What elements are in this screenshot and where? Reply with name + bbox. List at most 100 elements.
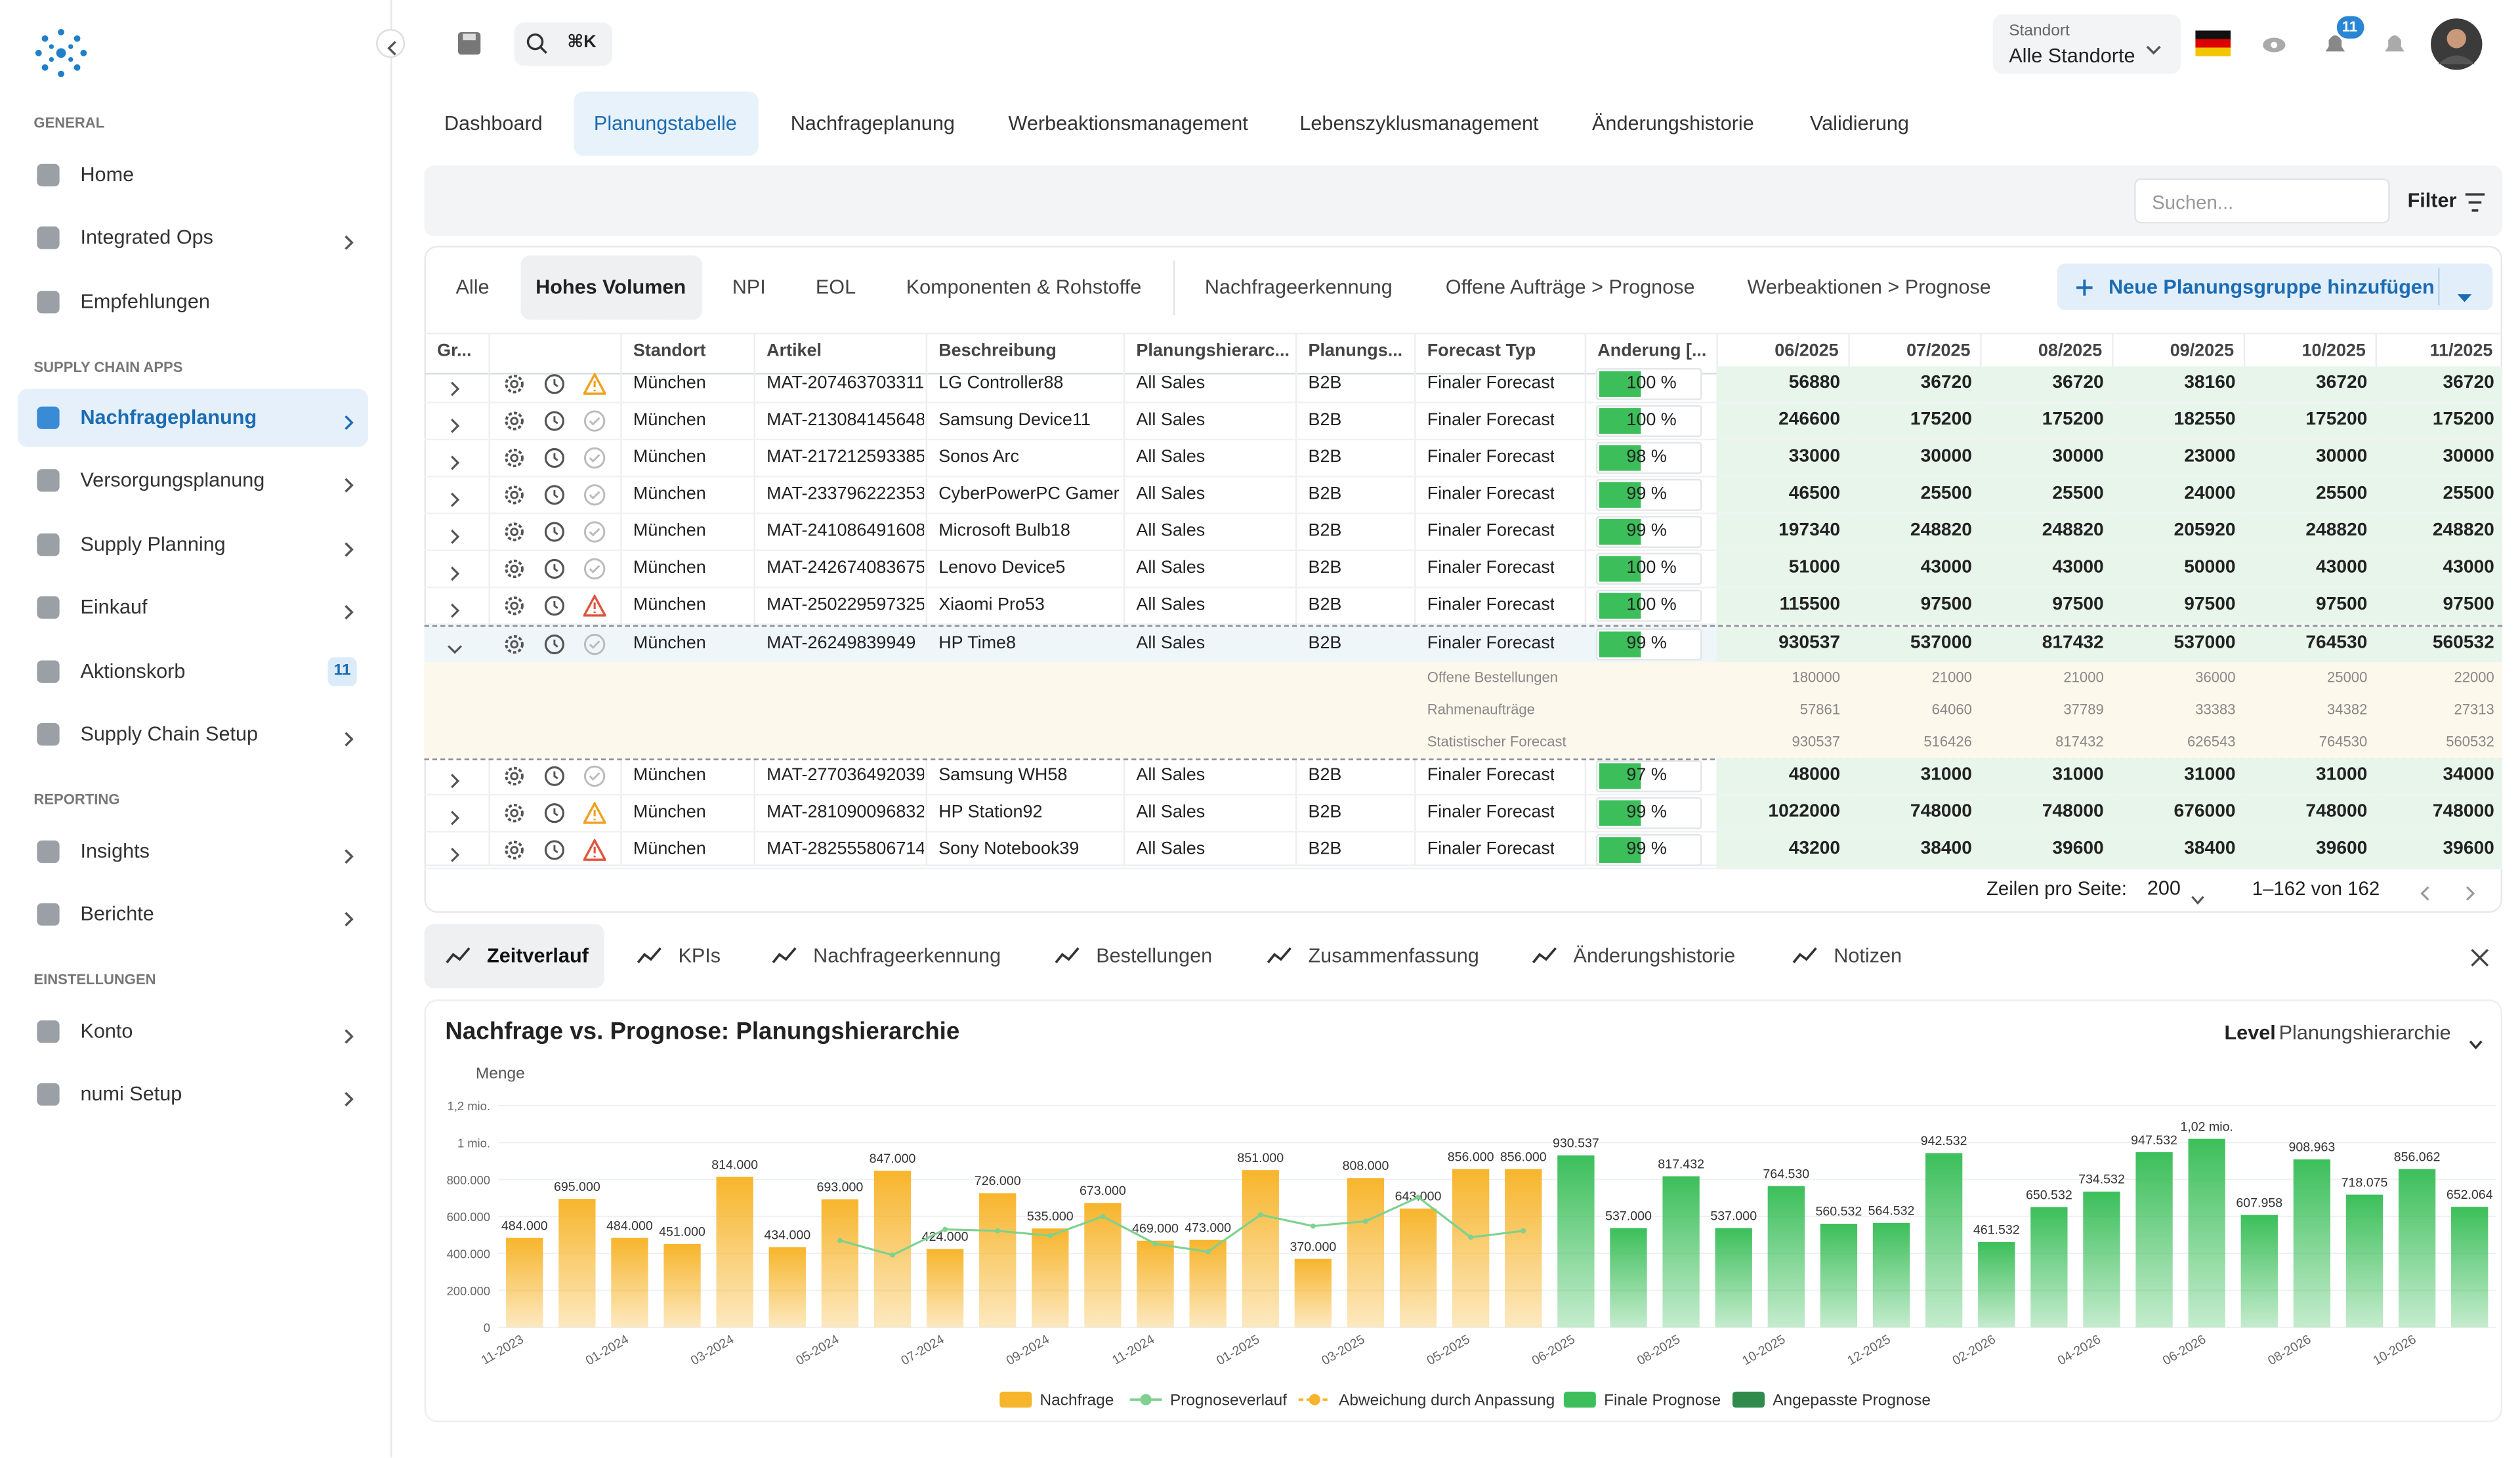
nav-item[interactable]: Supply Chain Setup	[80, 722, 259, 745]
detail-value: 64060	[1931, 701, 1972, 718]
nav-item[interactable]: Supply Planning	[80, 532, 226, 556]
collapse-button[interactable]	[376, 29, 406, 58]
table-header-line	[424, 373, 2503, 375]
level-value[interactable]: Planungshierarchie	[2278, 1021, 2451, 1045]
group-tab[interactable]: Nachfrageerkennung	[1204, 276, 1393, 299]
forecast-value: 39600	[2052, 839, 2104, 859]
expand-toggle	[447, 842, 463, 862]
table-cell: All Sales	[1136, 523, 1206, 541]
nav-tab[interactable]: Lebenszyklusmanagement	[1299, 112, 1539, 135]
table-cell: MAT-242674083675	[766, 560, 925, 578]
group-tab[interactable]: Komponenten & Rohstoffe	[906, 276, 1142, 299]
add-group-button[interactable]	[2057, 263, 2493, 310]
group-tab[interactable]: Alle	[455, 276, 490, 299]
expand-toggle	[447, 376, 463, 396]
change-value: 99 %	[1626, 484, 1667, 504]
forecast-value: 30000	[2052, 447, 2104, 467]
row-line	[424, 475, 2503, 478]
detail-value: 930537	[1792, 733, 1841, 750]
detail-border	[424, 758, 2503, 760]
button-caret	[2457, 283, 2472, 302]
table-cell: MAT-213084145648	[766, 412, 925, 430]
forecast-value: 537000	[1910, 633, 1972, 653]
forecast-value: 676000	[2174, 802, 2236, 822]
table-cell: All Sales	[1136, 560, 1206, 578]
group-tab[interactable]: Offene Aufträge > Prognose	[1445, 276, 1695, 299]
detail-tab[interactable]: Änderungshistorie	[1573, 944, 1736, 967]
table-cell: HP Station92	[938, 804, 1043, 822]
notification-count: 11	[2342, 18, 2358, 35]
forecast-value: 30000	[1920, 447, 1972, 467]
nav-item[interactable]: Aktionskorb	[80, 659, 186, 682]
sidebar-border	[390, 0, 392, 1458]
change-value: 98 %	[1626, 448, 1667, 467]
group-tab[interactable]: EOL	[815, 276, 856, 299]
nav-tab[interactable]: Planungstabelle	[593, 112, 737, 135]
detail-tab[interactable]: Zeitverlauf	[487, 944, 589, 967]
group-tab[interactable]: Hohes Volumen	[536, 276, 686, 299]
detail-tab[interactable]: Notizen	[1834, 944, 1902, 967]
nav-item[interactable]: Integrated Ops	[80, 226, 213, 249]
expand-toggle	[447, 561, 463, 581]
nav-icon	[35, 902, 61, 928]
change-value: 100 %	[1626, 373, 1677, 393]
nav-item[interactable]: Berichte	[80, 903, 154, 926]
location-value: Alle Standorte	[2009, 44, 2135, 68]
forecast-value: 25500	[2443, 484, 2494, 504]
detail-tab-icon	[445, 945, 471, 967]
nav-item[interactable]: numi Setup	[80, 1083, 182, 1106]
nav-item[interactable]: Konto	[80, 1020, 133, 1043]
nav-item[interactable]: Nachfrageplanung	[80, 406, 257, 429]
nav-item[interactable]: Home	[80, 163, 135, 186]
row-line	[424, 438, 2503, 441]
nav-item[interactable]: Insights	[80, 840, 150, 863]
table-cell: Finaler Forecast	[1427, 596, 1555, 615]
table-cell: MAT-217212593385	[766, 449, 925, 467]
group-separator	[1173, 260, 1175, 316]
nav-item[interactable]: Versorgungsplanung	[80, 469, 265, 492]
forecast-value: 537000	[2174, 633, 2236, 653]
forecast-value: 48000	[1788, 765, 1841, 785]
rows-per-page[interactable]: 200	[2147, 877, 2181, 900]
detail-tab[interactable]: Nachfrageerkennung	[813, 944, 1001, 967]
detail-tab[interactable]: Bestellungen	[1096, 944, 1213, 967]
nav-item[interactable]: Einkauf	[80, 596, 148, 619]
filter-button[interactable]: Filter	[2407, 189, 2457, 212]
close-icon	[2470, 946, 2489, 967]
status-icon	[583, 409, 606, 432]
forecast-value: 115500	[1779, 594, 1841, 615]
group-tab[interactable]: Werbeaktionen > Prognose	[1747, 276, 1991, 299]
nav-tab[interactable]: Werbeaktionsmanagement	[1008, 112, 1248, 135]
forecast-value: 748000	[2042, 802, 2104, 822]
forecast-value: 764530	[2305, 633, 2368, 653]
search-input[interactable]	[2134, 178, 2390, 224]
detail-tab[interactable]: KPIs	[678, 944, 721, 967]
location-select[interactable]	[1992, 14, 2181, 74]
history-icon	[543, 594, 566, 617]
table-cell: All Sales	[1136, 767, 1206, 785]
table-cell: B2B	[1308, 767, 1342, 785]
status-icon	[583, 558, 606, 580]
nav-tab[interactable]: Validierung	[1810, 112, 1909, 135]
search-button[interactable]	[514, 22, 613, 66]
forecast-value: 39600	[2443, 839, 2494, 859]
detail-value: 764530	[2319, 733, 2368, 750]
change-value: 99 %	[1626, 521, 1667, 541]
detail-value: 180000	[1792, 669, 1841, 686]
nav-tab[interactable]: Nachfrageplanung	[790, 112, 955, 135]
chevron-icon	[343, 473, 356, 493]
forecast-value: 30000	[2316, 447, 2368, 467]
table-cell: Finaler Forecast	[1427, 841, 1555, 859]
plus-icon	[2075, 276, 2094, 296]
nav-tab[interactable]: Dashboard	[444, 112, 543, 135]
nav-item[interactable]: Empfehlungen	[80, 290, 210, 313]
nav-tab[interactable]: Änderungshistorie	[1592, 112, 1754, 135]
group-tab[interactable]: NPI	[732, 276, 766, 299]
settings-icon	[503, 765, 526, 787]
forecast-value: 97500	[2052, 594, 2104, 615]
forecast-cells-bg	[1716, 795, 2503, 831]
detail-tab[interactable]: Zusammenfassung	[1308, 944, 1479, 967]
table-cell: MAT-282555806714	[766, 841, 925, 859]
settings-icon	[503, 802, 526, 824]
